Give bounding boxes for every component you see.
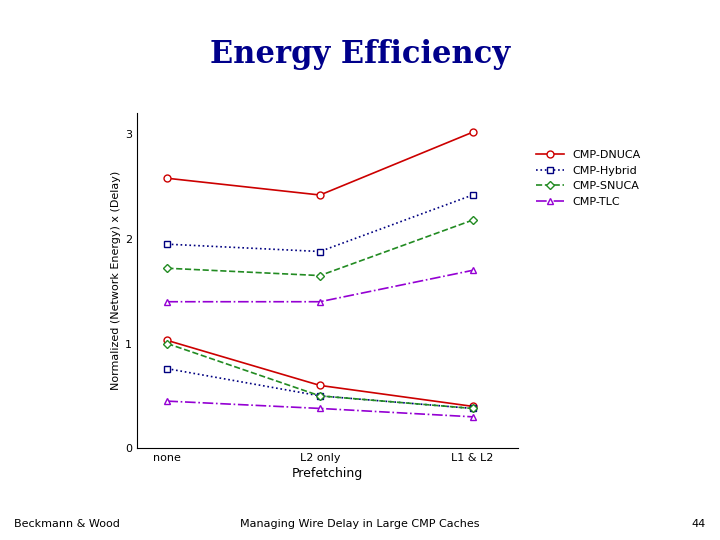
X-axis label: Prefetching: Prefetching [292,467,363,480]
Text: 44: 44 [691,519,706,529]
Text: Beckmann & Wood: Beckmann & Wood [14,519,120,529]
Text: Energy Efficiency: Energy Efficiency [210,38,510,70]
Y-axis label: Normalized (Network Energy) x (Delay): Normalized (Network Energy) x (Delay) [111,171,121,390]
Legend: CMP-DNUCA, CMP-Hybrid, CMP-SNUCA, CMP-TLC: CMP-DNUCA, CMP-Hybrid, CMP-SNUCA, CMP-TL… [531,146,645,211]
Text: Managing Wire Delay in Large CMP Caches: Managing Wire Delay in Large CMP Caches [240,519,480,529]
